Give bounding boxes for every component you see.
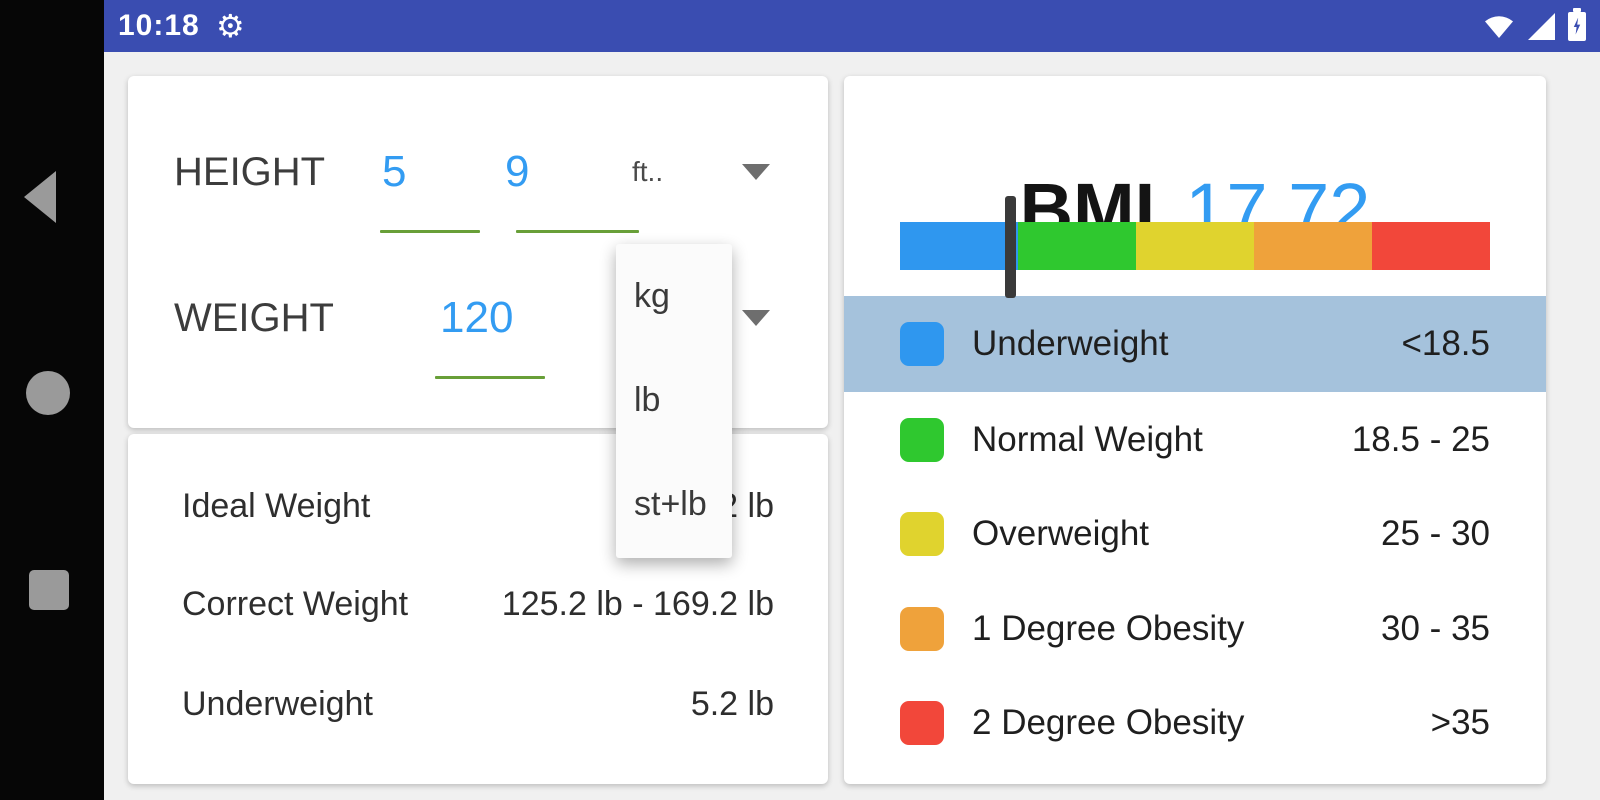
result-row: Ideal Weight 2 lb	[182, 486, 774, 526]
weight-value-input[interactable]: 120	[440, 293, 514, 342]
result-value: 125.2 lb - 169.2 lb	[501, 584, 774, 623]
wifi-icon	[1485, 16, 1513, 38]
legend-range: <18.5	[1401, 324, 1490, 363]
result-label: Correct Weight	[182, 584, 409, 623]
scale-segment-obesity-1	[1254, 222, 1372, 270]
chevron-down-icon[interactable]	[742, 164, 770, 180]
android-nav-bar	[0, 0, 104, 800]
menu-item-kg[interactable]: kg	[634, 276, 670, 315]
legend-name: Underweight	[972, 324, 1169, 363]
legend-range: 30 - 35	[1381, 609, 1490, 648]
legend-range: 18.5 - 25	[1351, 420, 1490, 459]
status-time: 10:18	[118, 9, 200, 42]
gear-icon: ⚙	[216, 8, 245, 44]
scale-segment-overweight	[1136, 222, 1254, 270]
legend-row: 2 Degree Obesity >35	[900, 699, 1490, 747]
input-underline	[380, 230, 480, 233]
result-label: Underweight	[182, 684, 373, 723]
status-bar: 10:18 ⚙	[104, 0, 1600, 52]
color-swatch	[900, 512, 944, 556]
legend-name: Normal Weight	[972, 420, 1203, 459]
legend-range: >35	[1430, 703, 1490, 742]
result-value: 5.2 lb	[690, 684, 774, 723]
result-row: Underweight 5.2 lb	[182, 684, 774, 724]
height-feet-input[interactable]: 5	[382, 147, 407, 196]
selected-category-highlight	[844, 296, 1546, 392]
menu-item-st-lb[interactable]: st+lb	[634, 484, 707, 523]
legend-row: 1 Degree Obesity 30 - 35	[900, 605, 1490, 653]
legend-row: Underweight <18.5	[900, 320, 1490, 368]
battery-icon	[1568, 7, 1586, 41]
bmi-scale-bar	[900, 222, 1490, 270]
weight-label: WEIGHT	[174, 296, 334, 340]
cellular-signal-icon	[1528, 12, 1555, 40]
status-icons	[1483, 0, 1586, 52]
color-swatch	[900, 322, 944, 366]
height-label: HEIGHT	[174, 150, 326, 194]
legend-row: Normal Weight 18.5 - 25	[900, 416, 1490, 464]
height-unit-select[interactable]: ft..	[632, 156, 664, 187]
legend-name: Overweight	[972, 514, 1150, 553]
scale-segment-normal	[1018, 222, 1136, 270]
legend-name: 1 Degree Obesity	[972, 609, 1245, 648]
bmi-marker	[1005, 196, 1016, 298]
charging-bolt-icon	[1573, 17, 1581, 35]
legend-row: Overweight 25 - 30	[900, 510, 1490, 558]
menu-item-lb[interactable]: lb	[634, 380, 661, 419]
scale-segment-obesity-2	[1372, 222, 1490, 270]
input-underline	[516, 230, 639, 233]
color-swatch	[900, 418, 944, 462]
bmi-card: BMI 17.72 Underweight <18.5 Normal Weight…	[844, 76, 1546, 784]
color-swatch	[900, 701, 944, 745]
back-button[interactable]	[24, 171, 56, 223]
legend-name: 2 Degree Obesity	[972, 703, 1245, 742]
recents-button[interactable]	[29, 570, 69, 610]
height-inches-input[interactable]: 9	[505, 147, 530, 196]
legend-range: 25 - 30	[1381, 514, 1490, 553]
scale-segment-underweight	[900, 222, 1018, 270]
result-label: Ideal Weight	[182, 486, 371, 525]
color-swatch	[900, 607, 944, 651]
unit-dropdown-menu: kg lb st+lb	[616, 244, 732, 558]
home-button[interactable]	[26, 371, 70, 415]
result-row: Correct Weight 125.2 lb - 169.2 lb	[182, 584, 774, 624]
input-underline	[435, 376, 545, 379]
chevron-down-icon[interactable]	[742, 310, 770, 326]
